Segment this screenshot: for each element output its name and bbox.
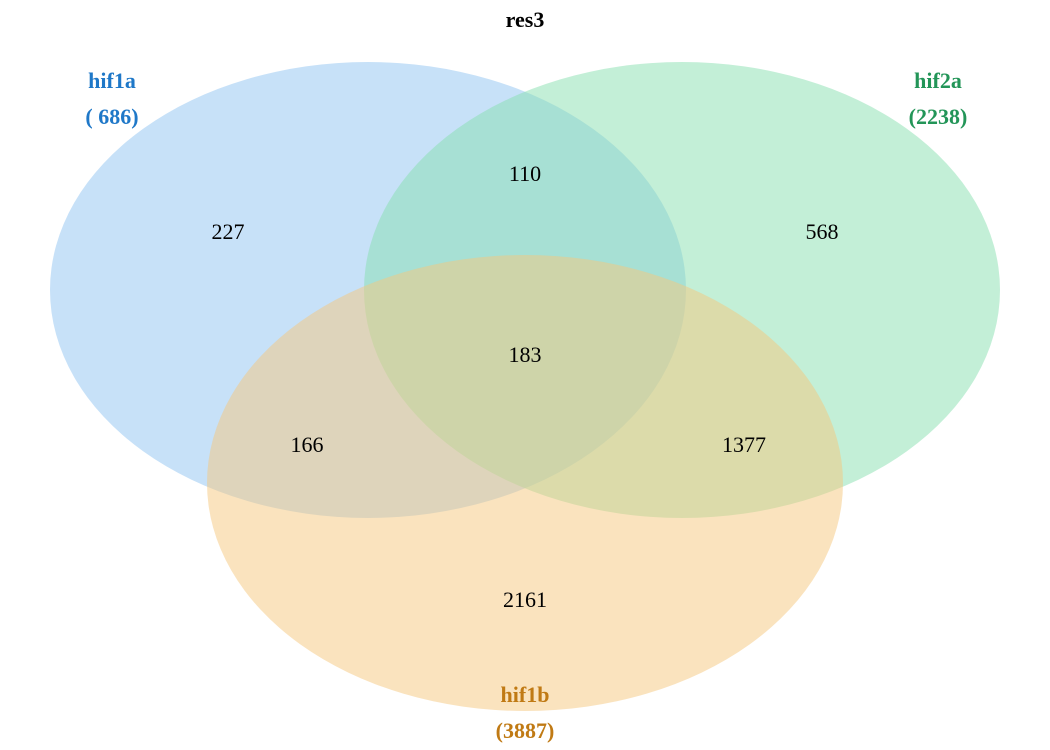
set-ellipse-hif1b [207,255,843,711]
set-label-hif1a-count: ( 686) [85,104,138,129]
region-hif1a-only: 227 [212,219,245,244]
region-all-three: 183 [509,342,542,367]
set-label-hif1b-count: (3887) [496,718,555,743]
set-label-hif2a-name: hif2a [914,68,962,93]
region-hif1a-hif1b: 166 [291,432,324,457]
diagram-title: res3 [506,7,545,32]
set-label-hif1b-name: hif1b [501,682,550,707]
region-hif1a-hif2a: 110 [509,161,541,186]
region-hif2a-only: 568 [806,219,839,244]
set-label-hif1a-name: hif1a [88,68,136,93]
set-label-hif2a-count: (2238) [909,104,968,129]
region-hif1b-only: 2161 [503,587,547,612]
region-hif2a-hif1b: 1377 [722,432,766,457]
